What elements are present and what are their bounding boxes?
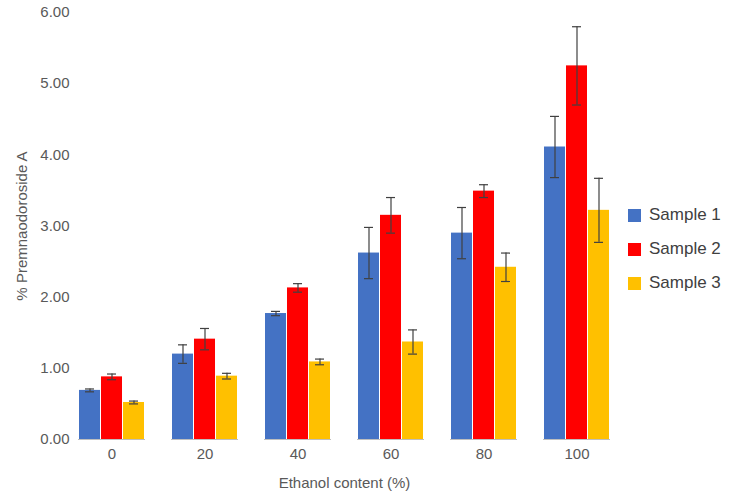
html-text:Sample 2: Sample 2 [649,239,721,258]
svg-text:40: 40 [290,445,307,462]
svg-text:6.00: 6.00 [40,3,69,20]
svg-text:100: 100 [564,445,589,462]
svg-text:2.00: 2.00 [40,288,69,305]
html-text:Sample 3: Sample 3 [649,273,721,292]
svg-text:4.00: 4.00 [40,146,69,163]
svg-text:5.00: 5.00 [40,74,69,91]
html-text:Sample 1: Sample 1 [649,205,721,224]
svg-text:0.00: 0.00 [40,430,69,447]
svg-text:1.00: 1.00 [40,359,69,376]
svg-text:20: 20 [197,445,214,462]
svg-text:% Premnaodoroside A: % Premnaodoroside A [13,151,30,300]
svg-text:Ethanol content (%): Ethanol content (%) [279,474,411,491]
svg-text:0: 0 [108,445,116,462]
svg-text:3.00: 3.00 [40,217,69,234]
svg-text:60: 60 [383,445,400,462]
svg-text:80: 80 [476,445,493,462]
